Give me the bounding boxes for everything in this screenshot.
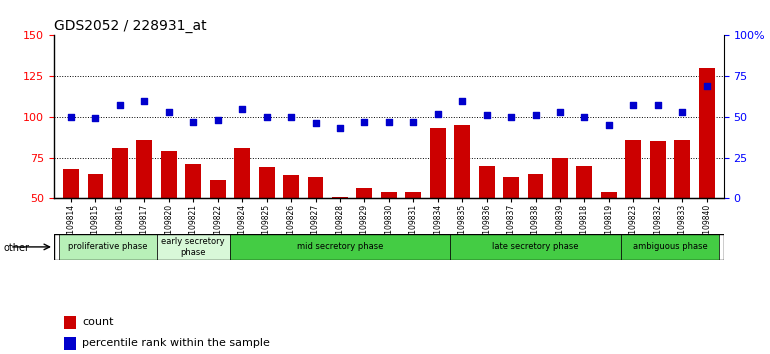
Point <box>333 125 346 131</box>
Point <box>65 114 77 120</box>
Text: mid secretory phase: mid secretory phase <box>296 242 383 251</box>
Bar <box>357 188 373 198</box>
Bar <box>527 174 544 198</box>
Point <box>162 109 175 115</box>
Bar <box>625 139 641 198</box>
Point <box>285 114 297 120</box>
Text: percentile rank within the sample: percentile rank within the sample <box>82 338 270 348</box>
Point <box>480 112 493 118</box>
Bar <box>64 337 76 350</box>
Bar <box>430 128 446 198</box>
Bar <box>650 141 666 198</box>
Bar <box>450 234 621 260</box>
Point <box>187 119 199 125</box>
Bar <box>209 180 226 198</box>
Bar <box>307 177 323 198</box>
Text: ambiguous phase: ambiguous phase <box>633 242 708 251</box>
Point <box>651 103 664 108</box>
Point <box>676 109 688 115</box>
Point <box>358 119 370 125</box>
Bar <box>64 316 76 329</box>
Point <box>89 116 102 121</box>
Bar <box>59 234 156 260</box>
Bar <box>186 164 201 198</box>
Bar <box>601 192 617 198</box>
Bar <box>136 139 152 198</box>
Point <box>432 111 444 116</box>
Point <box>236 106 248 112</box>
Bar <box>479 166 494 198</box>
Bar <box>63 169 79 198</box>
Point <box>407 119 420 125</box>
Bar <box>230 234 450 260</box>
Bar <box>234 148 250 198</box>
Point <box>554 109 566 115</box>
Bar <box>621 234 719 260</box>
Bar <box>156 234 230 260</box>
Point <box>114 103 126 108</box>
Bar <box>283 176 299 198</box>
Bar <box>675 139 690 198</box>
Point <box>456 98 468 103</box>
Text: late secretory phase: late secretory phase <box>492 242 579 251</box>
Point <box>530 112 542 118</box>
Bar <box>112 148 128 198</box>
Point <box>628 103 640 108</box>
Bar <box>161 151 177 198</box>
Bar <box>405 192 421 198</box>
Text: count: count <box>82 317 113 327</box>
Text: proliferative phase: proliferative phase <box>68 242 147 251</box>
Point <box>212 117 224 123</box>
Point <box>310 120 322 126</box>
Bar <box>577 166 592 198</box>
Point <box>701 83 713 89</box>
Point <box>578 114 591 120</box>
Bar <box>88 174 103 198</box>
Point <box>260 114 273 120</box>
Text: other: other <box>4 243 30 253</box>
Bar <box>552 158 568 198</box>
Point <box>138 98 150 103</box>
Text: early secretory
phase: early secretory phase <box>162 237 225 257</box>
Point <box>603 122 615 128</box>
Text: GDS2052 / 228931_at: GDS2052 / 228931_at <box>54 19 206 33</box>
Point <box>505 114 517 120</box>
Bar <box>332 196 348 198</box>
Bar <box>698 68 715 198</box>
Bar <box>454 125 470 198</box>
Point <box>383 119 395 125</box>
Bar <box>259 167 275 198</box>
Bar <box>381 192 397 198</box>
Bar <box>503 177 519 198</box>
